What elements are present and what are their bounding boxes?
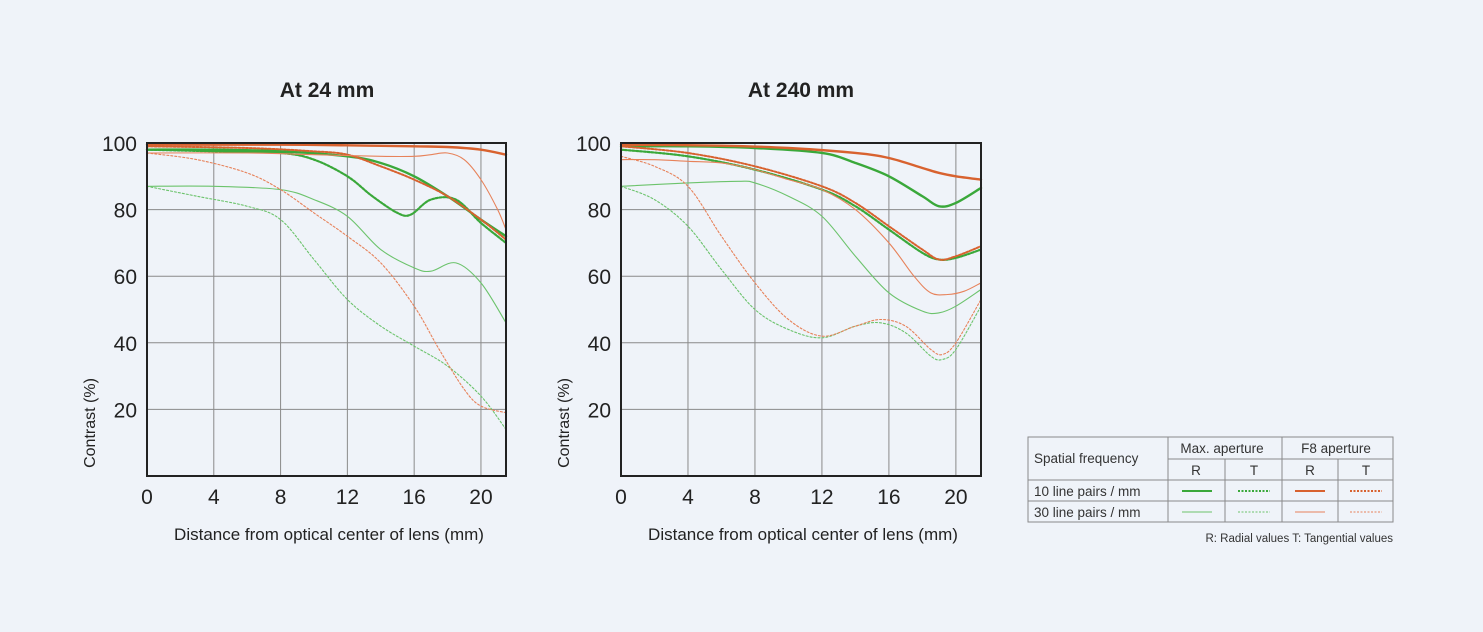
chart-title: At 240 mm	[748, 79, 854, 102]
legend-f8-aperture: F8 aperture	[1301, 441, 1371, 456]
series-group	[145, 143, 508, 430]
y-tick-label: 80	[588, 200, 611, 223]
y-tick-label: 60	[114, 266, 137, 289]
y-axis-label: Contrast (%)	[82, 378, 99, 468]
axes: 0 4 8 12 16 20 20 40 60 80 100	[576, 133, 982, 509]
chart-title: At 24 mm	[280, 79, 375, 102]
series-line-f8-30-t	[146, 152, 507, 414]
series-line-max-10-t	[619, 148, 983, 261]
series-line-f8-10-r	[619, 143, 983, 181]
series-line-f8-10-t	[146, 145, 507, 241]
x-tick-label: 4	[682, 486, 694, 509]
y-tick-label: 100	[102, 133, 137, 156]
x-tick-label: 4	[208, 486, 220, 509]
x-tick-label: 12	[810, 486, 833, 509]
plot-frame	[620, 142, 982, 477]
mtf-chart-240mm: At 240 mm 0 4 8 12 16 20 20 40 60 80 100 Contrast …	[556, 79, 983, 544]
series-line-max-30-t	[146, 185, 507, 430]
legend-max-aperture: Max. aperture	[1180, 441, 1263, 456]
x-axis-label: Distance from optical center of lens (mm…	[648, 525, 958, 544]
legend-r-max: R	[1191, 463, 1201, 478]
legend-row-10lp: 10 line pairs / mm	[1034, 484, 1141, 499]
x-tick-label: 0	[615, 486, 627, 509]
series-line-max-30-r	[146, 185, 507, 324]
mtf-chart-24mm: At 24 mm 0 4 8 12 16 20 20 40 60 80 100 Contrast (…	[82, 79, 508, 544]
y-tick-label: 80	[114, 200, 137, 223]
x-tick-label: 16	[402, 486, 425, 509]
legend-row-30lp: 30 line pairs / mm	[1034, 505, 1141, 520]
series-line-max-10-r	[145, 148, 508, 238]
y-tick-label: 20	[114, 399, 137, 422]
x-tick-label: 8	[275, 486, 287, 509]
legend-t-f8: T	[1362, 463, 1370, 478]
legend-t-max: T	[1250, 463, 1258, 478]
x-tick-label: 8	[749, 486, 761, 509]
series-group	[619, 143, 983, 361]
y-tick-label: 100	[576, 133, 611, 156]
x-axis-label: Distance from optical center of lens (mm…	[174, 525, 484, 544]
axes: 0 4 8 12 16 20 20 40 60 80 100	[102, 133, 507, 509]
legend-note: R: Radial values T: Tangential values	[1205, 533, 1393, 545]
series-line-max-10-t	[145, 148, 508, 244]
y-tick-label: 20	[588, 399, 611, 422]
x-tick-label: 16	[877, 486, 900, 509]
legend-r-f8: R	[1305, 463, 1315, 478]
series-line-f8-10-t	[620, 145, 982, 261]
plot-frame	[146, 142, 507, 477]
series-line-max-30-t	[620, 185, 982, 361]
x-tick-label: 12	[336, 486, 359, 509]
grid	[147, 143, 506, 476]
series-line-f8-30-t	[620, 155, 982, 356]
series-line-f8-30-r	[146, 152, 507, 231]
grid	[621, 143, 981, 476]
series-line-f8-10-r	[145, 143, 508, 156]
y-tick-label: 40	[588, 333, 611, 356]
series-line-max-30-r	[620, 180, 982, 315]
legend-spatial-frequency: Spatial frequency	[1034, 451, 1139, 466]
x-tick-label: 20	[469, 486, 492, 509]
x-tick-label: 20	[944, 486, 967, 509]
y-axis-label: Contrast (%)	[556, 378, 573, 468]
y-tick-label: 40	[114, 333, 137, 356]
x-tick-label: 0	[141, 486, 153, 509]
series-line-f8-30-r	[620, 158, 982, 296]
y-tick-label: 60	[588, 266, 611, 289]
legend-table: Spatial frequency Max. aperture F8 apert…	[1027, 436, 1394, 545]
